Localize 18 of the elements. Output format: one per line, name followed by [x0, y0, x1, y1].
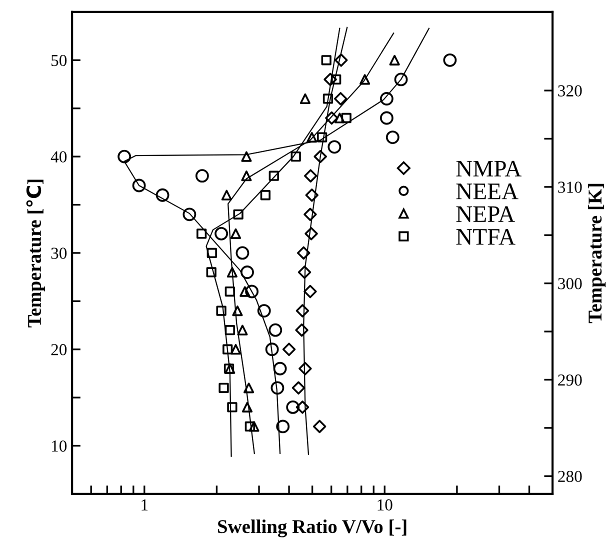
y-tick-label: 10 — [52, 440, 67, 452]
y-tick-label: 20 — [51, 344, 67, 356]
x-tick-label: 1 — [142, 499, 148, 510]
legend-label: NEEA — [456, 184, 518, 200]
y2-tick-label: 290 — [558, 374, 582, 386]
y2-tick-label: 310 — [558, 182, 582, 193]
y-tick-label: 50 — [52, 54, 67, 66]
legend-label: NTFA — [456, 229, 516, 245]
y-tick-label: 30 — [51, 248, 67, 259]
y2-tick-label: 300 — [558, 278, 582, 290]
legend-label: NMPA — [456, 160, 522, 176]
x-axis-title: Swelling Ratio V/Vo [-] — [218, 519, 406, 538]
y-axis-title: Temperature [℃] — [26, 180, 45, 328]
y2-tick-label: 280 — [558, 470, 582, 482]
legend-label: NEPA — [456, 206, 515, 222]
y2-axis-title: Temperature [K] — [588, 184, 606, 324]
y2-tick-label: 320 — [558, 85, 582, 96]
y-tick-label: 40 — [50, 151, 67, 163]
